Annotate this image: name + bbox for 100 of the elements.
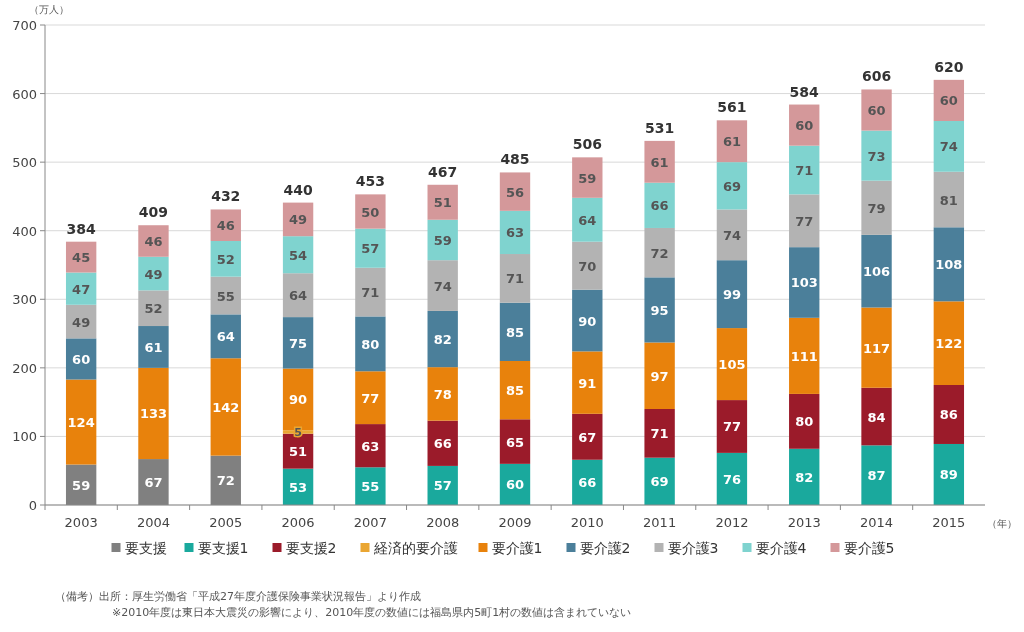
legend-label: 要介護4 xyxy=(755,540,807,556)
bar xyxy=(789,194,820,248)
total-label: 384 xyxy=(66,220,97,237)
legend-label: 要介護5 xyxy=(843,540,895,556)
bar xyxy=(427,367,458,421)
data-label: 54 xyxy=(289,247,308,263)
data-label: 106 xyxy=(862,264,891,280)
y-tick-label: 600 xyxy=(12,86,37,102)
bar xyxy=(933,385,965,444)
data-label: 61 xyxy=(144,339,163,355)
data-label: 64 xyxy=(578,212,597,228)
data-label: 78 xyxy=(433,386,452,402)
data-label: 124 xyxy=(67,415,95,431)
data-label: 51 xyxy=(433,195,452,211)
data-label: 73 xyxy=(867,148,886,164)
bar xyxy=(716,260,748,329)
bar xyxy=(282,273,314,318)
data-label: 86 xyxy=(939,407,958,423)
y-tick-label: 0 xyxy=(28,498,37,513)
data-label: 133 xyxy=(139,406,168,422)
bar xyxy=(644,182,675,228)
bar xyxy=(355,371,386,425)
data-label: 60 xyxy=(72,351,91,367)
data-label: 111 xyxy=(790,348,818,364)
bar xyxy=(861,307,892,388)
data-label: 142 xyxy=(212,399,240,415)
data-label: 79 xyxy=(867,200,886,216)
bar xyxy=(644,409,675,458)
data-label: 46 xyxy=(144,234,163,249)
legend-label: 要支援 xyxy=(124,540,167,556)
bar xyxy=(427,260,458,311)
total-label: 453 xyxy=(355,173,385,190)
data-label: 77 xyxy=(795,213,814,229)
data-label: 67 xyxy=(144,475,163,491)
data-label: 46 xyxy=(216,218,235,234)
x-tick-label: 2009 xyxy=(498,515,532,530)
bar xyxy=(572,197,603,242)
data-label: 82 xyxy=(433,332,452,348)
bar xyxy=(572,351,603,414)
data-label: 63 xyxy=(505,225,525,241)
data-label: 76 xyxy=(722,471,741,487)
bar xyxy=(355,316,386,372)
bar xyxy=(861,180,892,235)
data-label: 59 xyxy=(72,477,91,493)
bar xyxy=(716,452,748,505)
data-label: 55 xyxy=(361,479,380,495)
data-label: 105 xyxy=(718,357,746,373)
legend-label: 要介護2 xyxy=(579,540,631,556)
bar xyxy=(427,310,458,368)
data-label: 90 xyxy=(289,392,308,408)
data-label: 55 xyxy=(216,288,235,304)
data-label: 61 xyxy=(722,134,741,150)
data-label: 117 xyxy=(862,340,891,356)
bar xyxy=(933,301,965,385)
data-label: 67 xyxy=(578,429,597,445)
y-axis-title: （万人） xyxy=(29,4,69,15)
total-label: 506 xyxy=(572,136,602,153)
data-label: 50 xyxy=(361,204,380,220)
data-label: 80 xyxy=(795,414,814,430)
x-tick-label: 2010 xyxy=(570,515,604,530)
total-label: 561 xyxy=(717,99,747,116)
bar xyxy=(716,400,748,453)
data-label: 65 xyxy=(505,434,525,450)
data-label: 57 xyxy=(361,241,380,257)
data-label: 81 xyxy=(939,192,958,208)
data-label: 122 xyxy=(935,336,963,352)
bar xyxy=(933,227,965,302)
data-label: 75 xyxy=(289,335,308,351)
bar xyxy=(355,424,386,468)
data-label: 95 xyxy=(650,302,669,318)
legend-label: 要介護1 xyxy=(491,540,543,556)
text: （備考）出所：厚生労働省「平成27年度介護保険事業状況報告」より作成 xyxy=(55,590,421,603)
bar xyxy=(933,121,965,172)
x-tick-label: 2012 xyxy=(715,515,749,530)
data-label: 59 xyxy=(578,170,597,186)
bar xyxy=(427,184,458,220)
x-axis-title: （年） xyxy=(987,518,1017,529)
data-label: 66 xyxy=(433,436,452,452)
bar xyxy=(572,157,603,198)
bar xyxy=(861,387,892,446)
data-label: 59 xyxy=(433,232,452,248)
x-tick-label: 2014 xyxy=(859,515,894,530)
data-label: 71 xyxy=(505,271,525,287)
bar xyxy=(861,234,892,308)
bar xyxy=(789,247,820,318)
data-label: 57 xyxy=(433,478,452,494)
total-label: 485 xyxy=(500,151,530,168)
data-label: 97 xyxy=(650,368,669,384)
data-label: 52 xyxy=(144,301,163,317)
total-label: 531 xyxy=(645,119,675,136)
data-label: 72 xyxy=(650,245,669,261)
bar xyxy=(644,457,675,505)
bar xyxy=(644,277,675,343)
y-tick-label: 400 xyxy=(12,223,37,239)
bar xyxy=(65,338,97,380)
total-label: 432 xyxy=(211,188,241,205)
data-label: 77 xyxy=(722,419,741,435)
y-tick-label: 200 xyxy=(12,360,37,376)
x-tick-label: 2011 xyxy=(643,515,677,530)
bar xyxy=(789,145,820,195)
